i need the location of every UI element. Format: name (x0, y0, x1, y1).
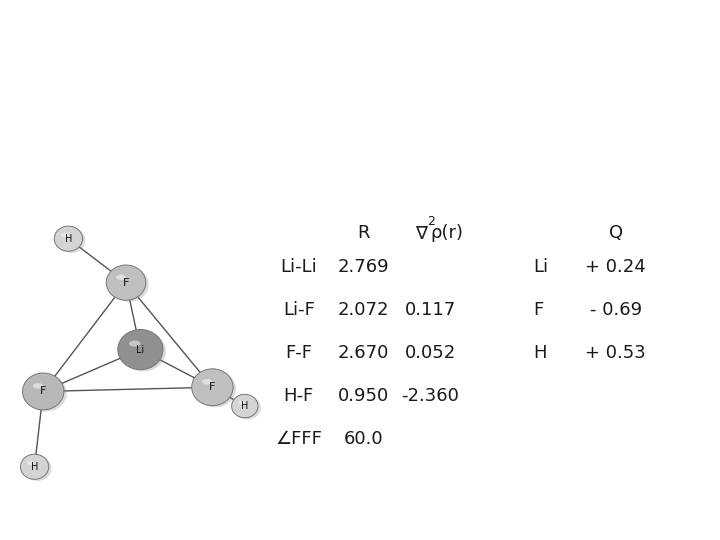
Text: Optimale structure and geometrical: Optimale structure and geometrical (52, 34, 668, 63)
Ellipse shape (129, 341, 140, 347)
Text: ρ(r): ρ(r) (431, 224, 464, 242)
Text: F: F (40, 387, 46, 396)
Text: (HF): (HF) (373, 72, 447, 101)
Text: parameters for Li: parameters for Li (61, 72, 360, 101)
Text: 2.072: 2.072 (338, 301, 390, 319)
Text: + 0.53: + 0.53 (585, 344, 646, 362)
Ellipse shape (25, 375, 67, 411)
Text: Li-F: Li-F (283, 301, 315, 319)
Text: -2.360: -2.360 (402, 387, 459, 405)
Text: + 0.24: + 0.24 (585, 258, 646, 275)
Ellipse shape (192, 369, 233, 406)
Ellipse shape (235, 396, 261, 420)
Ellipse shape (116, 275, 126, 280)
Ellipse shape (57, 228, 86, 253)
Ellipse shape (238, 401, 245, 404)
Ellipse shape (22, 373, 64, 410)
Ellipse shape (121, 331, 166, 372)
Text: 3: 3 (425, 90, 439, 110)
Ellipse shape (107, 265, 145, 300)
Ellipse shape (202, 379, 212, 384)
Text: 2.670: 2.670 (338, 344, 390, 362)
Text: Li-Li: Li-Li (280, 258, 318, 275)
Ellipse shape (23, 456, 52, 481)
Ellipse shape (109, 267, 148, 302)
Text: R: R (357, 224, 370, 242)
Text: Li: Li (533, 258, 548, 275)
Text: 0.117: 0.117 (405, 301, 456, 319)
Text: 0.950: 0.950 (338, 387, 390, 405)
Text: F: F (533, 301, 543, 319)
Ellipse shape (33, 383, 43, 389)
Text: 2: 2 (427, 215, 435, 228)
Text: H: H (533, 344, 546, 362)
Text: 60.0: 60.0 (343, 430, 384, 448)
Text: 0.052: 0.052 (405, 344, 456, 362)
Ellipse shape (54, 226, 83, 251)
Text: F: F (123, 278, 129, 288)
Text: cluster: cluster (434, 72, 564, 101)
Text: H: H (241, 401, 248, 411)
Text: F-F: F-F (285, 344, 312, 362)
Ellipse shape (232, 394, 258, 418)
Text: H: H (31, 462, 38, 472)
Text: - 0.69: - 0.69 (590, 301, 642, 319)
Text: F: F (210, 382, 215, 392)
Text: 2.769: 2.769 (338, 258, 390, 275)
Text: H: H (65, 234, 72, 244)
Ellipse shape (27, 461, 35, 465)
Text: H-F: H-F (284, 387, 314, 405)
Text: 2: 2 (360, 90, 374, 110)
Ellipse shape (61, 233, 68, 237)
Text: ∠FFF: ∠FFF (275, 430, 323, 448)
Text: Li: Li (136, 345, 145, 355)
Text: ∇: ∇ (415, 224, 427, 242)
Ellipse shape (118, 329, 163, 370)
Text: Q: Q (608, 224, 623, 242)
Ellipse shape (20, 454, 49, 480)
Ellipse shape (194, 370, 236, 407)
